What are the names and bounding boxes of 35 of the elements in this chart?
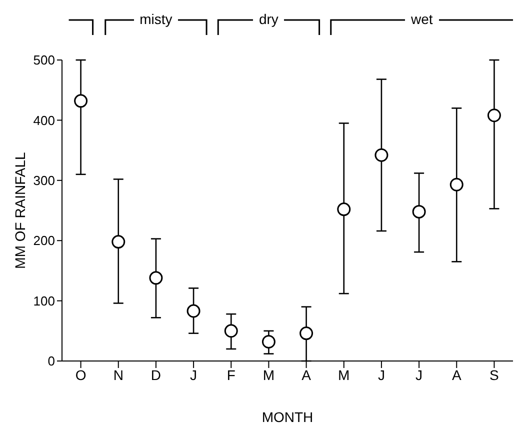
x-tick-label: O: [75, 366, 86, 383]
y-tick-label: 300: [33, 173, 55, 188]
x-tick-label: D: [150, 366, 162, 383]
x-tick-label: N: [113, 366, 124, 383]
point: [262, 334, 276, 348]
x-tick-label: A: [302, 366, 312, 383]
point: [186, 304, 200, 318]
y-tick-label: 0: [48, 354, 55, 369]
x-tick-label: S: [490, 366, 499, 383]
text: dry: [252, 11, 284, 27]
x-tick-label: F: [226, 366, 236, 383]
text: misty: [134, 11, 178, 27]
x-axis-title: MONTH: [262, 409, 314, 425]
point: [224, 324, 238, 338]
y-tick-label: 400: [33, 112, 55, 128]
point: [112, 235, 126, 249]
text: wet: [405, 11, 439, 27]
x-tick-label: J: [190, 366, 198, 383]
y-tick-label: 100: [33, 293, 55, 308]
point: [412, 204, 426, 218]
y-tick-label: 500: [33, 52, 55, 68]
x-tick-label: M: [262, 366, 275, 383]
y-tick-label: 200: [33, 233, 55, 248]
x-tick-label: A: [452, 366, 462, 383]
x-tick-label: J: [416, 366, 423, 383]
point: [74, 94, 88, 108]
point: [149, 271, 163, 285]
point: [300, 326, 314, 340]
y-axis-title: MM OF RAINFALL: [12, 152, 28, 269]
point: [337, 202, 351, 216]
point: [374, 148, 388, 162]
x-tick-label: J: [378, 366, 385, 383]
x-tick-label: M: [338, 366, 350, 383]
point: [487, 108, 501, 122]
point: [450, 178, 464, 192]
